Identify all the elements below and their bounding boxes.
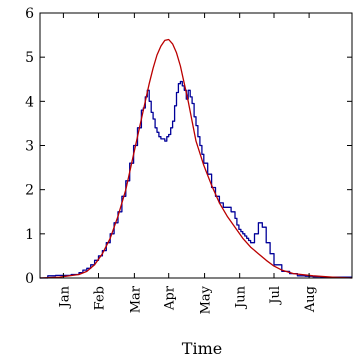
x-tick-label-mar: Mar [128,285,143,313]
y-tick-label: 1 [25,227,34,243]
y-tick-label: 4 [25,94,34,110]
y-tick-label: 3 [25,139,34,155]
x-tick-label-feb: Feb [93,286,108,310]
x-tick-label-jul: Jul [268,286,283,306]
x-tick-label-aug: Aug [303,286,318,313]
axes: 0 1 2 3 4 5 6 Jan Feb Mar Apr May Jun Jul Aug [25,6,353,314]
fitted-curve-series [39,38,353,279]
x-tick-label-jan: Jan [57,285,72,309]
x-tick-label-apr: Apr [163,285,178,311]
x-tick-label-jun: Jun [234,285,249,310]
y-tick-label: 6 [25,6,34,22]
y-tick-label: 2 [25,183,34,199]
x-axis-label: Time [182,339,222,358]
y-tick-label: 5 [25,50,34,66]
observed-step-series [40,80,352,279]
plot-frame [39,12,353,279]
y-tick-label: 0 [25,271,34,287]
x-tick-label-may: May [199,285,214,314]
plot-area [39,38,353,279]
